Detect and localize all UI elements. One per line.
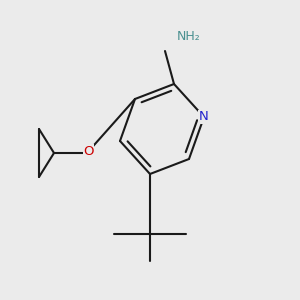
Text: NH₂: NH₂ [177,29,201,43]
Text: N: N [199,110,209,124]
Text: O: O [83,145,94,158]
